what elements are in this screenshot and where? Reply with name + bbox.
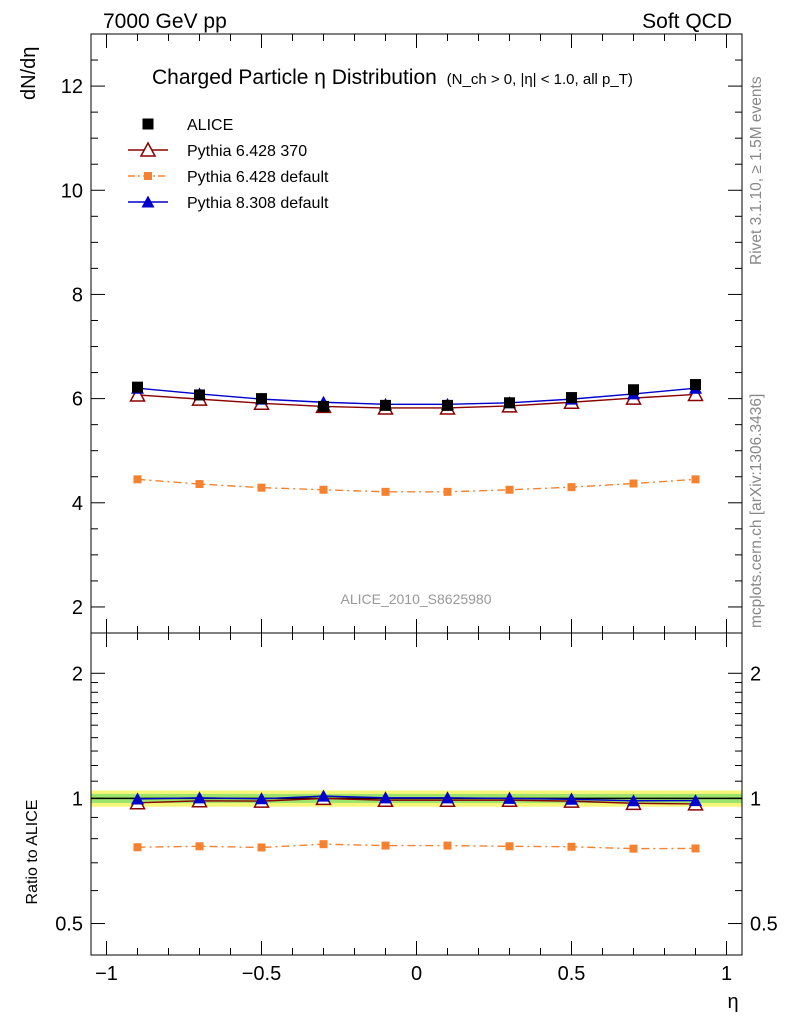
data-point (628, 384, 639, 396)
ratio-point (381, 841, 390, 850)
y-tick-label: 12 (61, 76, 83, 98)
y-tick-label: 4 (72, 493, 83, 515)
data-point (687, 385, 704, 402)
ratio-point (505, 842, 514, 851)
mcplots-label: mcplots.cern.ch [arXiv:1306.3436] (748, 394, 765, 628)
y-tick-label: 2 (72, 597, 83, 619)
legend-label: Pythia 6.428 default (187, 169, 329, 186)
legend-label: ALICE (187, 117, 233, 134)
y-tick-label: 6 (72, 389, 83, 411)
data-point (195, 480, 204, 489)
ratio-tick-label-right: 2 (750, 663, 761, 685)
ratio-point (257, 843, 266, 852)
ratio-point (255, 792, 268, 805)
data-point (690, 379, 701, 391)
ratio-point (443, 841, 452, 850)
ratio-point (193, 791, 206, 804)
ratio-point (441, 791, 454, 804)
ratio-tick-label-right: 0.5 (750, 914, 778, 936)
ratio-line-1 (137, 843, 696, 850)
ratio-point (503, 791, 516, 804)
rivet-label: Rivet 3.1.10, ≥ 1.5M events (748, 76, 765, 265)
main-title: Charged Particle η Distribution (N_ch > … (152, 66, 633, 89)
data-point (380, 399, 391, 411)
ratio-point (691, 844, 700, 853)
data-point (505, 485, 514, 494)
ratio-point (565, 792, 578, 805)
ratio-point (317, 789, 330, 802)
legend-marker (142, 118, 154, 130)
main-title-sub: (N_ch > 0, |η| < 1.0, all p_T) (447, 71, 633, 88)
data-point (629, 479, 638, 488)
ratio-point (195, 842, 204, 851)
process-label: Soft QCD (642, 10, 732, 33)
ratio-ylabel: Ratio to ALICE (24, 800, 41, 905)
data-point (504, 397, 515, 409)
ratio-tick-label: 1 (72, 788, 83, 810)
series-line-2 (137, 478, 696, 493)
ratio-tick-label-right: 1 (750, 788, 761, 810)
xlabel: η (727, 991, 738, 1013)
data-point (194, 389, 205, 401)
ratio-panel: −1 −0.5 0 0.5 1 0.5 0.5 1 1 2 2 (55, 632, 778, 985)
ratio-point (379, 791, 392, 804)
y-tick-label: 8 (72, 284, 83, 306)
data-point (129, 386, 146, 402)
ratio-point (319, 840, 328, 849)
main-title-text: Charged Particle η Distribution (152, 66, 437, 89)
data-point (132, 381, 143, 393)
x-tick-label: 0.5 (558, 963, 586, 985)
series-line-1 (137, 393, 696, 409)
legend: ALICE Pythia 6.428 370 Pythia 6.428 defaul… (128, 117, 329, 212)
ratio-point (627, 794, 640, 807)
data-point (443, 487, 452, 496)
x-tick-label: −0.5 (242, 963, 281, 985)
x-tick-label: 0 (411, 963, 422, 985)
legend-label: Pythia 8.308 default (187, 195, 329, 212)
data-point (566, 392, 577, 404)
energy-label: 7000 GeV pp (103, 10, 227, 33)
main-panel: 2 4 6 8 10 12 (61, 33, 743, 634)
data-point (257, 483, 266, 492)
ratio-tick-label: 0.5 (55, 914, 83, 936)
legend-label: Pythia 6.428 370 (187, 143, 307, 160)
ratio-point (689, 794, 702, 807)
y-tick-label: 10 (61, 180, 83, 202)
ratio-point (133, 843, 142, 852)
x-tick-label: −1 (95, 963, 118, 985)
ratio-point (629, 844, 638, 853)
ratio-line-0 (137, 797, 696, 805)
legend-marker (144, 172, 152, 180)
data-point (319, 485, 328, 494)
ratio-line-2 (137, 795, 696, 802)
data-point (691, 475, 700, 484)
analysis-id: ALICE_2010_S8625980 (340, 591, 491, 607)
ratio-point (567, 842, 576, 851)
data-point (381, 487, 390, 496)
data-point (318, 400, 329, 412)
data-point (442, 399, 453, 411)
data-point (256, 393, 267, 405)
legend-marker (139, 141, 157, 157)
ratio-point (131, 792, 144, 805)
data-point (567, 483, 576, 492)
data-point (133, 475, 142, 484)
series-line-3 (137, 387, 696, 406)
main-ylabel: dN/dη (18, 47, 40, 100)
legend-marker (141, 195, 155, 208)
ratio-tick-label: 2 (72, 663, 83, 685)
x-tick-label: 1 (721, 963, 732, 985)
